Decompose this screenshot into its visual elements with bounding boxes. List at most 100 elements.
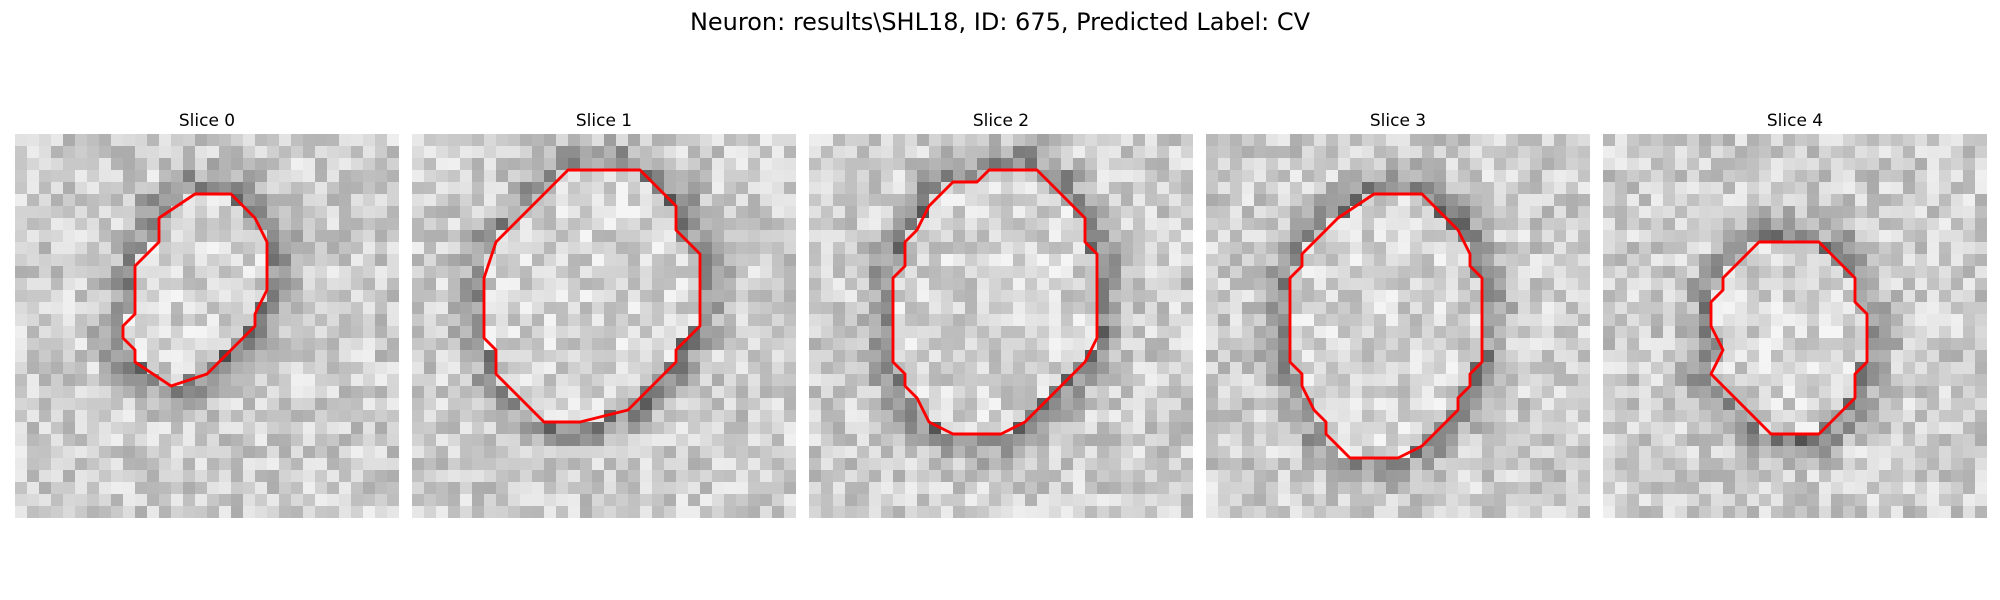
pixel	[881, 194, 894, 207]
pixel	[1121, 266, 1134, 279]
pixel	[39, 434, 52, 447]
pixel	[1181, 146, 1193, 159]
pixel	[1362, 506, 1375, 518]
pixel	[363, 494, 376, 507]
pixel	[760, 350, 773, 363]
pixel	[267, 290, 280, 303]
pixel	[424, 326, 437, 339]
pixel	[568, 266, 581, 279]
pixel	[1807, 206, 1820, 219]
pixel	[1542, 254, 1555, 267]
pixel	[1603, 266, 1616, 279]
pixel	[784, 242, 796, 255]
pixel	[833, 266, 846, 279]
pixel	[1374, 338, 1387, 351]
pixel	[51, 266, 64, 279]
pixel	[1566, 494, 1579, 507]
pixel	[436, 254, 449, 267]
pixel	[1651, 206, 1664, 219]
pixel	[1542, 182, 1555, 195]
pixel	[821, 470, 834, 483]
pixel	[123, 446, 136, 459]
pixel	[736, 482, 749, 495]
pixel	[1578, 290, 1590, 303]
pixel	[363, 230, 376, 243]
pixel	[1735, 422, 1748, 435]
pixel	[1410, 230, 1423, 243]
pixel	[315, 146, 328, 159]
pixel	[424, 410, 437, 423]
pixel	[1843, 374, 1856, 387]
pixel	[147, 302, 160, 315]
pixel	[436, 146, 449, 159]
pixel	[784, 326, 796, 339]
pixel	[1891, 182, 1904, 195]
pixel	[1494, 302, 1507, 315]
pixel	[1578, 242, 1590, 255]
pixel	[1206, 194, 1219, 207]
pixel	[1109, 362, 1122, 375]
pixel	[159, 446, 172, 459]
pixel	[207, 206, 220, 219]
pixel	[303, 290, 316, 303]
pixel	[1482, 350, 1495, 363]
pixel	[953, 302, 966, 315]
pixel	[351, 506, 364, 518]
pixel	[881, 326, 894, 339]
pixel	[111, 182, 124, 195]
pixel	[1398, 470, 1411, 483]
pixel	[231, 146, 244, 159]
pixel	[351, 326, 364, 339]
pixel	[15, 170, 28, 183]
pixel	[628, 446, 641, 459]
pixel	[183, 278, 196, 291]
pixel	[1362, 170, 1375, 183]
pixel	[1482, 434, 1495, 447]
slice-title: Slice 1	[575, 111, 633, 131]
pixel	[917, 458, 930, 471]
pixel	[1230, 326, 1243, 339]
pixel	[412, 434, 425, 447]
pixel	[520, 326, 533, 339]
pixel	[1145, 218, 1158, 231]
pixel	[688, 170, 701, 183]
pixel	[917, 302, 930, 315]
pixel	[87, 482, 100, 495]
pixel	[448, 374, 461, 387]
pixel	[929, 398, 942, 411]
pixel	[929, 158, 942, 171]
pixel	[1554, 362, 1567, 375]
pixel	[1975, 242, 1987, 255]
pixel	[231, 134, 244, 147]
pixel	[1386, 194, 1399, 207]
pixel	[1374, 278, 1387, 291]
pixel	[207, 290, 220, 303]
pixel	[1242, 182, 1255, 195]
pixel	[1927, 290, 1940, 303]
pixel	[147, 134, 160, 147]
pixel	[1879, 386, 1892, 399]
pixel	[39, 482, 52, 495]
pixel	[736, 494, 749, 507]
pixel	[207, 374, 220, 387]
pixel	[1627, 422, 1640, 435]
pixel	[1386, 146, 1399, 159]
pixel	[1290, 206, 1303, 219]
pixel	[628, 362, 641, 375]
pixel	[496, 146, 509, 159]
pixel	[1338, 374, 1351, 387]
pixel	[821, 314, 834, 327]
pixel	[1903, 398, 1916, 411]
pixel	[760, 482, 773, 495]
pixel	[881, 266, 894, 279]
pixel	[1097, 470, 1110, 483]
pixel	[580, 242, 593, 255]
pixel	[1073, 470, 1086, 483]
pixel	[784, 146, 796, 159]
pixel	[412, 386, 425, 399]
pixel	[821, 374, 834, 387]
pixel	[351, 242, 364, 255]
pixel	[1157, 206, 1170, 219]
pixel	[375, 302, 388, 315]
pixel	[1831, 182, 1844, 195]
